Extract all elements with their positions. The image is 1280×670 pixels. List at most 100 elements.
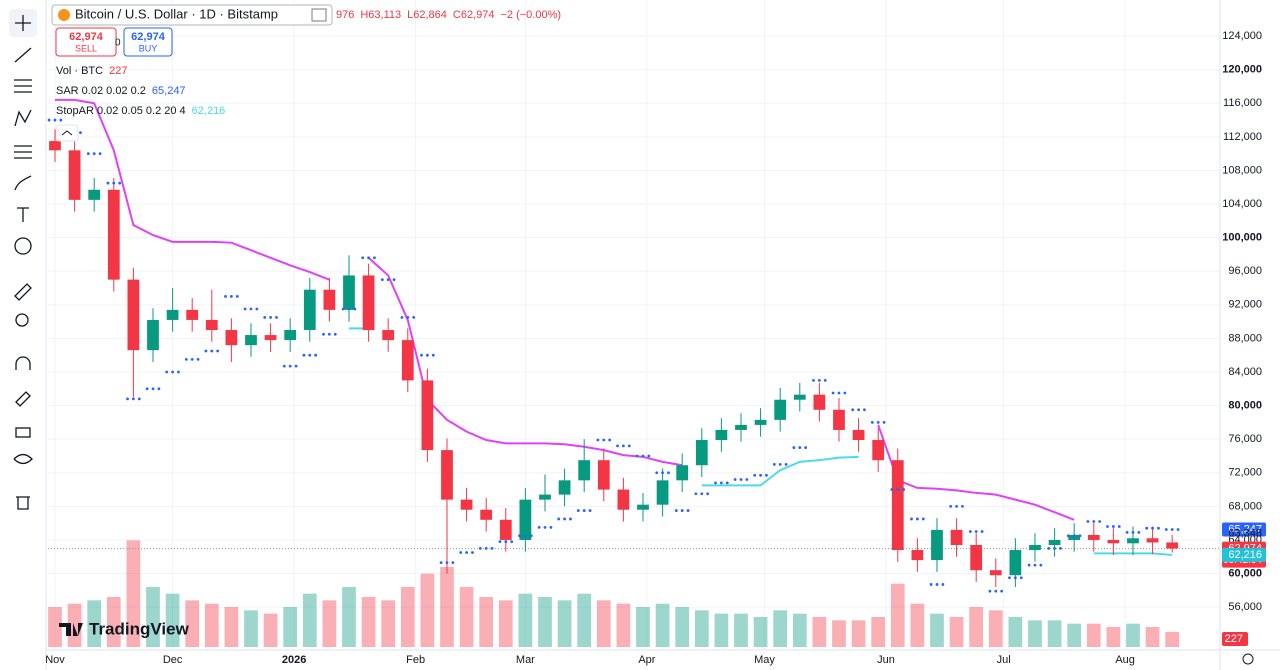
- sar-dot: [896, 488, 900, 491]
- candle-body: [989, 570, 1002, 576]
- sar-dot: [557, 517, 561, 521]
- sar-dot: [510, 540, 514, 544]
- sar-dot: [445, 561, 449, 565]
- pattern-icon[interactable]: [14, 109, 32, 127]
- candle-body: [147, 319, 159, 351]
- sar-dot: [817, 379, 821, 382]
- collapse-icon: [61, 130, 73, 136]
- candle-body: [656, 480, 669, 505]
- ohlc-value: −2 (−0.00%): [501, 9, 562, 21]
- sar-dot: [680, 509, 684, 512]
- sar-dot: [373, 256, 376, 260]
- candle-body: [284, 330, 297, 341]
- candle-body: [362, 275, 375, 331]
- sar-dot: [1000, 589, 1004, 593]
- volume-bar: [302, 593, 317, 647]
- sar-dot: [949, 504, 953, 508]
- candle-body: [499, 519, 512, 540]
- sar-dot: [269, 316, 272, 319]
- sar-dot: [79, 131, 82, 135]
- toolbar-bg: [0, 0, 46, 670]
- x-tick-label: Nov: [45, 654, 65, 666]
- candle-body: [1107, 539, 1120, 544]
- sar-dot: [745, 478, 749, 481]
- projection-icon[interactable]: [14, 145, 32, 159]
- sar-dot: [955, 504, 958, 508]
- x-tick-label: 2026: [282, 654, 306, 666]
- sell-label: SELL: [75, 43, 97, 53]
- price-label-box: [1222, 522, 1266, 537]
- volume-bar: [773, 610, 788, 647]
- ruler-icon[interactable]: [14, 283, 32, 301]
- zoom-icon[interactable]: [15, 313, 29, 327]
- compare-icon[interactable]: [311, 8, 327, 22]
- sar-dot: [353, 307, 357, 311]
- sar-dot: [733, 478, 737, 481]
- symbol-title: Bitcoin / U.S. Dollar · 1D · Bitstamp: [75, 6, 278, 21]
- y-tick-label: 100,000: [1222, 232, 1262, 244]
- sar-dot: [857, 408, 860, 412]
- candle-body: [88, 189, 101, 200]
- candle-body: [480, 509, 493, 520]
- sar-dot: [576, 509, 580, 512]
- trendline-icon[interactable]: [14, 47, 32, 63]
- stopar-line: [367, 257, 683, 467]
- collapse-legend[interactable]: [55, 124, 79, 142]
- indicator-name: SAR 0.02 0.02 0.2: [56, 85, 146, 97]
- emoji-icon[interactable]: [14, 237, 32, 255]
- sar-dot: [341, 307, 345, 311]
- sar-dot: [165, 370, 169, 374]
- candle-body: [676, 465, 689, 481]
- lock-icon[interactable]: [15, 427, 31, 438]
- symbol-box[interactable]: [51, 4, 333, 26]
- sar-dot: [1053, 546, 1056, 550]
- sar-dot: [184, 358, 188, 361]
- volume-bar: [263, 613, 278, 647]
- volume-bar: [890, 583, 905, 647]
- sar-dot: [243, 307, 247, 311]
- settings-icon[interactable]: [1242, 653, 1254, 665]
- sar-dot: [406, 316, 410, 319]
- volume-bar: [1145, 627, 1160, 647]
- sar-dot: [616, 444, 619, 448]
- buy-button[interactable]: [123, 27, 173, 57]
- draw-lock-icon[interactable]: [15, 391, 31, 407]
- sar-dot: [1098, 520, 1102, 523]
- eye-icon[interactable]: [13, 453, 33, 465]
- magnet-icon[interactable]: [15, 356, 31, 370]
- sar-dot: [1176, 528, 1180, 531]
- sar-dot: [1157, 526, 1160, 530]
- fib-icon[interactable]: [14, 79, 32, 93]
- volume-bar: [224, 607, 239, 647]
- ohlc-value: C62,974: [453, 9, 495, 21]
- sar-dot: [608, 438, 612, 442]
- sar-dot: [308, 353, 312, 357]
- trash-icon[interactable]: [16, 496, 30, 510]
- sar-dot: [504, 540, 508, 544]
- candle-body: [519, 499, 532, 540]
- volume-bar: [498, 600, 513, 647]
- sar-dot: [1092, 520, 1096, 523]
- sar-dot: [831, 391, 835, 395]
- tv-logo: [59, 623, 83, 636]
- candle-body: [852, 429, 865, 441]
- brush-icon[interactable]: [14, 175, 32, 191]
- volume-bar: [557, 600, 572, 647]
- candle-body: [323, 289, 336, 310]
- sar-dot: [661, 471, 664, 475]
- candle-body: [1146, 538, 1159, 543]
- sar-dot: [1078, 534, 1082, 538]
- candle-body: [1127, 538, 1139, 544]
- sar-dot: [347, 307, 351, 311]
- sar-dot: [798, 446, 802, 449]
- text-icon[interactable]: [17, 207, 29, 222]
- sar-dot: [1164, 528, 1168, 531]
- candle-body: [813, 394, 826, 410]
- sar-dot: [988, 589, 992, 593]
- volume-bar: [596, 600, 611, 647]
- sar-dot: [59, 118, 63, 122]
- candle-body: [205, 319, 218, 331]
- sar-dot: [915, 517, 919, 521]
- sell-button[interactable]: [55, 27, 117, 57]
